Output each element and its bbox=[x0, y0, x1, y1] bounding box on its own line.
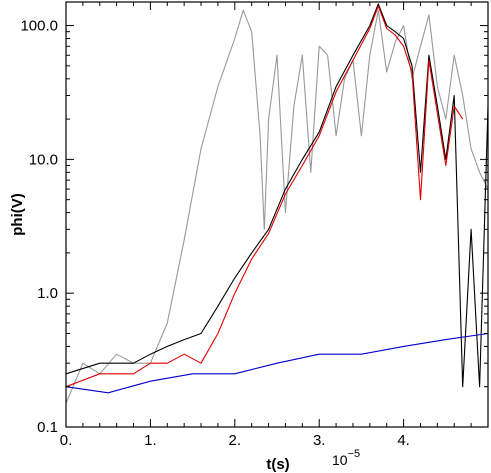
series-line-4 bbox=[65, 332, 489, 394]
y-axis-title: phi(V) bbox=[9, 193, 26, 236]
x-tick-label: 4. bbox=[397, 432, 410, 449]
series-layer bbox=[65, 3, 489, 404]
series-line-3 bbox=[65, 5, 464, 388]
x-tick-label: 3. bbox=[313, 432, 326, 449]
series-line-2 bbox=[65, 3, 489, 388]
x-axis-multiplier: 10−5 bbox=[332, 448, 360, 468]
y-tick-label: 0.1 bbox=[37, 419, 58, 436]
x-tick-label: 2. bbox=[229, 432, 242, 449]
x-axis-title: t(s) bbox=[266, 456, 289, 473]
y-tick-label: 1.0 bbox=[37, 285, 58, 302]
y-tick-label: 100.0 bbox=[20, 18, 58, 35]
y-tick-label: 10.0 bbox=[29, 151, 58, 168]
x-axis-multiplier-exponent: −5 bbox=[348, 448, 361, 460]
plot-frame bbox=[65, 1, 489, 428]
x-tick-label: 0. bbox=[60, 432, 73, 449]
series-line-1 bbox=[65, 9, 489, 404]
x-tick-label: 1. bbox=[144, 432, 157, 449]
x-axis-multiplier-base: 10 bbox=[332, 452, 348, 468]
axis-layer: 0. 1. 2. 3. 4. 0.1 1.0 10.0 100.0 bbox=[20, 2, 488, 449]
